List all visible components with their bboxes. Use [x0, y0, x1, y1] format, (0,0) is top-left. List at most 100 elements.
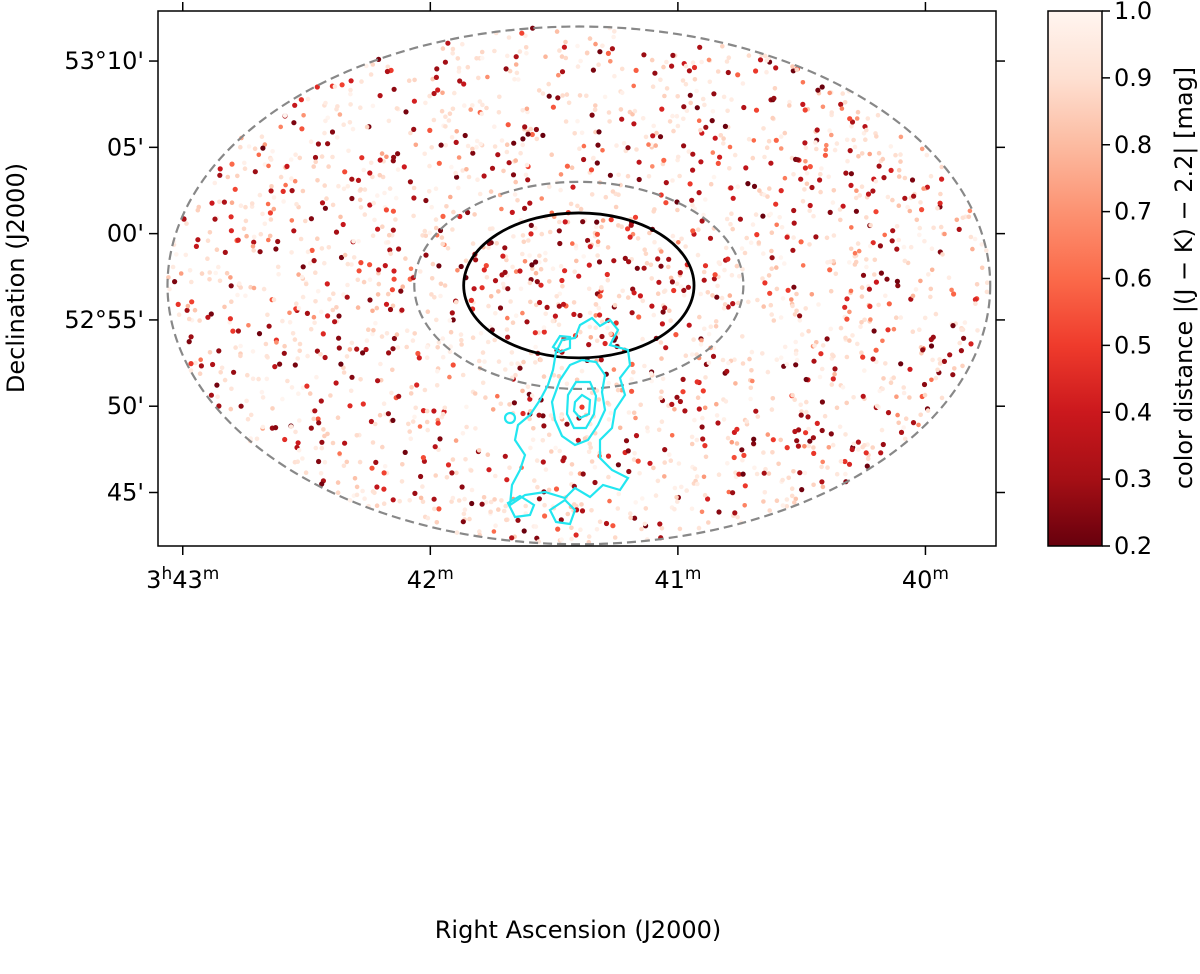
- scatter-point: [299, 126, 305, 132]
- scatter-point: [650, 164, 655, 169]
- scatter-point: [711, 276, 718, 282]
- scatter-point: [692, 466, 698, 472]
- scatter-point: [207, 277, 212, 282]
- scatter-point: [791, 220, 797, 226]
- scatter-point: [501, 508, 507, 514]
- scatter-point: [596, 397, 602, 402]
- scatter-point: [341, 463, 347, 469]
- scatter-point: [713, 319, 719, 324]
- scatter-point: [740, 334, 745, 339]
- scatter-point: [478, 141, 484, 147]
- scatter-point: [225, 174, 231, 180]
- scatter-point: [561, 455, 567, 461]
- scatter-point: [440, 411, 446, 417]
- scatter-point: [791, 207, 797, 214]
- scatter-point: [770, 115, 775, 121]
- scatter-point: [522, 205, 528, 211]
- scatter-point: [319, 154, 325, 159]
- scatter-point: [604, 271, 610, 278]
- scatter-point: [435, 369, 440, 374]
- scatter-point: [640, 116, 646, 121]
- scatter-point: [598, 357, 604, 363]
- scatter-point: [701, 277, 707, 283]
- scatter-point: [571, 311, 577, 317]
- scatter-point: [689, 197, 695, 203]
- scatter-point: [233, 345, 238, 350]
- scatter-point: [623, 438, 630, 444]
- scatter-point: [937, 357, 942, 362]
- scatter-point: [511, 234, 516, 239]
- scatter-point: [819, 366, 825, 372]
- scatter-point: [646, 142, 651, 147]
- scatter-point: [727, 293, 733, 298]
- scatter-point: [366, 327, 371, 333]
- scatter-point: [348, 91, 353, 97]
- scatter-point: [523, 45, 529, 50]
- x-axis-label: Right Ascension (J2000): [435, 916, 722, 944]
- scatter-point: [762, 53, 768, 59]
- scatter-point: [504, 142, 510, 147]
- scatter-point: [465, 209, 471, 216]
- scatter-point: [751, 138, 757, 143]
- y-tick-label: 52°55': [64, 306, 144, 334]
- scatter-point: [322, 354, 328, 361]
- scatter-point: [559, 537, 564, 542]
- scatter-point: [686, 68, 693, 74]
- scatter-point: [385, 411, 391, 417]
- scatter-point: [480, 380, 486, 386]
- scatter-point: [289, 188, 295, 194]
- scatter-point: [793, 496, 799, 502]
- scatter-point: [640, 336, 645, 342]
- scatter-point: [847, 338, 852, 343]
- scatter-point: [908, 244, 914, 250]
- scatter-point: [372, 421, 378, 427]
- circle-inner-annulus: [413, 180, 745, 391]
- scatter-point: [778, 188, 784, 194]
- scatter-point: [619, 66, 625, 72]
- scatter-point: [188, 334, 194, 340]
- scatter-point: [804, 409, 809, 415]
- scatter-point: [260, 145, 266, 151]
- scatter-point: [712, 272, 718, 278]
- scatter-point: [342, 440, 348, 446]
- scatter-point: [412, 331, 418, 336]
- scatter-point: [513, 269, 519, 274]
- scatter-point: [803, 376, 809, 383]
- scatter-point: [634, 147, 639, 152]
- scatter-point: [928, 343, 935, 349]
- scatter-point: [910, 420, 917, 426]
- scatter-point: [359, 79, 364, 84]
- scatter-point: [344, 459, 350, 465]
- scatter-point: [537, 259, 542, 265]
- scatter-point: [652, 207, 657, 212]
- scatter-point: [214, 382, 220, 388]
- contour-line: [508, 316, 632, 508]
- scatter-point: [720, 357, 726, 363]
- scatter-point: [504, 149, 510, 155]
- scatter-point: [680, 376, 686, 382]
- scatter-point: [790, 247, 796, 253]
- scatter-point: [543, 250, 548, 256]
- scatter-point: [616, 491, 621, 497]
- scatter-point: [288, 424, 294, 429]
- scatter-point: [608, 331, 613, 337]
- scatter-point: [664, 86, 670, 91]
- scatter-point: [496, 110, 502, 115]
- scatter-point: [757, 57, 764, 63]
- scatter-point: [672, 506, 677, 512]
- scatter-point: [478, 331, 484, 336]
- scatter-point: [358, 105, 363, 110]
- scatter-point: [785, 287, 791, 293]
- scatter-point: [304, 383, 310, 389]
- scatter-point: [322, 183, 328, 188]
- scatter-point: [432, 444, 438, 450]
- scatter-point: [733, 381, 738, 386]
- scatter-point: [795, 157, 801, 163]
- scatter-point: [594, 527, 600, 532]
- scatter-point: [606, 380, 611, 386]
- scatter-point: [516, 77, 521, 82]
- scatter-point: [611, 367, 617, 372]
- scatter-point: [807, 202, 813, 209]
- scatter-point: [674, 495, 679, 500]
- scatter-point: [680, 389, 686, 395]
